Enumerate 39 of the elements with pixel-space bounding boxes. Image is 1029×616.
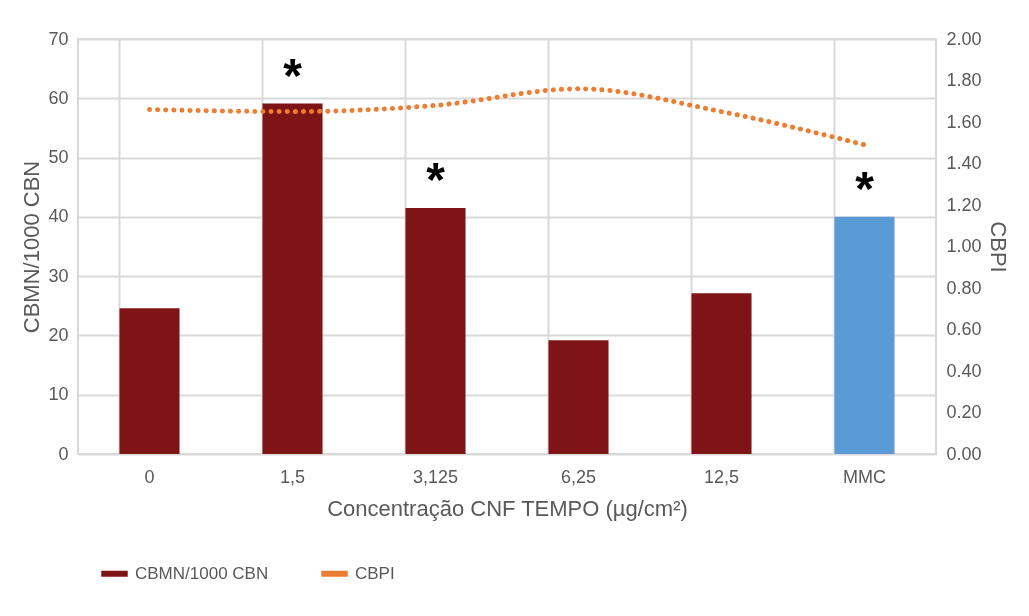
y2-tick-label: 0.40 (946, 360, 982, 381)
y-tick-label: 60 (48, 87, 69, 108)
bar (691, 293, 752, 454)
y-tick-label: 70 (48, 28, 69, 49)
y2-tick-label: 1.80 (946, 70, 982, 90)
y-tick-label: 0 (58, 443, 69, 464)
y2-tick-label: 0.00 (946, 443, 982, 464)
y-tick-label: 50 (48, 147, 69, 168)
bar (262, 103, 323, 454)
y2-axis-title: CBPI (985, 221, 1011, 273)
bar (119, 308, 180, 454)
y-tick-label: 40 (48, 206, 69, 227)
annotation: * (855, 161, 875, 215)
x-tick-label: 12,5 (703, 466, 740, 487)
y-tick-label: 10 (48, 384, 69, 405)
x-tick-label: 1,5 (279, 466, 306, 487)
annotation: * (426, 152, 446, 206)
bar (834, 216, 895, 454)
y2-tick-label: 1.00 (946, 236, 982, 256)
x-tick-label: 3,125 (412, 466, 459, 487)
y-tick-label: 20 (48, 324, 69, 345)
bar (548, 340, 609, 454)
y2-tick-label: 0.80 (946, 277, 982, 298)
y-tick-label: 30 (48, 265, 69, 286)
y2-tick-label: 1.60 (946, 111, 982, 132)
y2-tick-label: 0.20 (946, 402, 982, 422)
y2-tick-label: 2.00 (946, 28, 982, 49)
x-tick-label: 0 (144, 466, 155, 487)
bar (405, 207, 466, 454)
annotation: * (283, 48, 303, 102)
legend-label: CBPI (355, 563, 395, 583)
x-axis-title: Concentração CNF TEMPO (µg/cm²) (327, 495, 688, 521)
y2-tick-label: 1.40 (946, 153, 982, 173)
y2-tick-label: 0.60 (946, 319, 982, 339)
x-tick-label: 6,25 (560, 466, 597, 487)
y2-tick-label: 1.20 (946, 194, 982, 215)
x-tick-label: MMC (843, 466, 886, 487)
y-axis-title: CBMN/1000 CBN (19, 160, 45, 334)
legend-label: CBMN/1000 CBN (135, 563, 269, 583)
